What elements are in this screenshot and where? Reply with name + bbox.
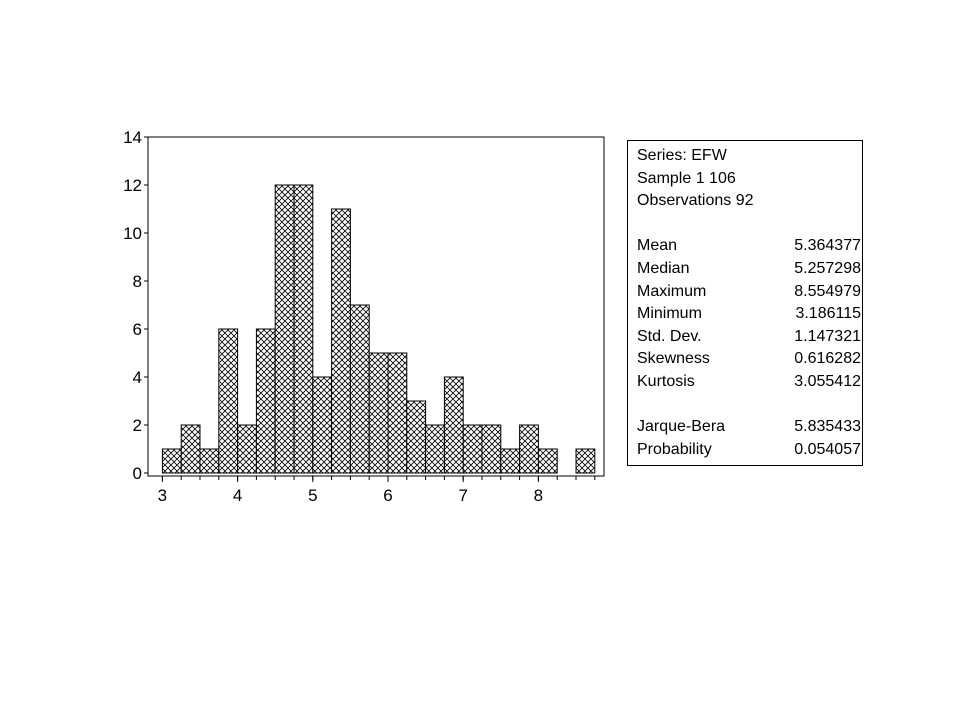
stat-label: Probability [637,440,712,458]
stat-value: 1.147321 [794,327,861,345]
histogram-bar [406,400,427,474]
y-tick-label: 8 [133,272,142,291]
stat-row: Maximum 8.554979 [637,281,862,304]
histogram-bar [481,424,502,474]
histogram-bar [293,184,314,474]
x-axis: 3 4 5 6 7 8 [158,476,596,505]
histogram-bar [349,304,370,474]
stat-row: Std. Dev. 1.147321 [637,326,862,349]
x-tick-label: 7 [458,486,467,505]
stat-label: Jarque-Bera [637,418,726,436]
stat-row: Median 5.257298 [637,258,862,281]
histogram-bar [274,184,295,474]
histogram-bar [237,424,257,474]
observation-count: Observations 92 [637,192,754,210]
x-tick-label: 4 [233,486,242,505]
stat-value: 5.257298 [794,259,861,277]
histogram-bar [331,208,351,474]
series-name: Series: EFW [637,147,727,164]
stat-row: Kurtosis 3.055412 [637,371,862,394]
y-tick-label: 4 [133,368,142,387]
descriptive-stats: Mean 5.364377 Median 5.257298 Maximum 8.55497… [637,235,862,393]
stat-row: Skewness 0.616282 [637,348,862,371]
y-axis: 0 2 4 6 8 10 12 14 [123,128,148,483]
x-tick-label: 8 [534,486,543,505]
stat-row: Minimum 3.186115 [637,303,862,326]
stat-value: 5.364377 [794,237,861,255]
stat-value: 3.055412 [794,372,861,390]
histogram-bars [161,184,596,474]
stat-row: Probability 0.054057 [637,439,862,462]
y-tick-label: 2 [133,416,142,435]
stat-value: 3.186115 [795,305,861,323]
stat-label: Kurtosis [637,372,695,390]
y-tick-label: 12 [123,176,142,195]
plot-frame [147,136,605,477]
stat-value: 0.616282 [794,350,861,368]
histogram-bar [462,424,483,474]
histogram-bar [425,424,445,474]
histogram-bar [537,448,558,474]
x-tick-label: 3 [158,486,167,505]
statistics-panel: Series: EFW Sample 1 106 Observations 92… [627,140,863,466]
stat-label: Std. Dev. [637,327,702,345]
x-tick-label: 6 [383,486,392,505]
stat-label: Maximum [637,282,707,300]
histogram-bar [387,352,408,474]
histogram-bar [575,448,596,474]
stat-label: Skewness [637,350,710,368]
y-tick-label: 6 [133,320,142,339]
stat-label: Median [637,259,690,277]
y-tick-label: 10 [123,224,142,243]
histogram-bar [180,424,201,474]
histogram-bar [368,352,389,474]
stat-label: Mean [637,237,678,255]
histogram-bar [199,448,220,474]
normality-test-stats: Jarque-Bera 5.835433 Probability 0.054057 [637,416,862,461]
histogram-bar [161,448,182,474]
histogram-bar [218,328,239,474]
histogram-bar [443,376,464,474]
y-tick-label: 14 [123,128,142,147]
histogram-bar [255,328,276,474]
sample-range: Sample 1 106 [637,169,736,187]
stat-value: 0.054057 [794,440,861,458]
histogram-bar [312,376,333,474]
histogram-bar [519,424,539,474]
stat-value: 8.554979 [794,282,861,300]
stat-label: Minimum [637,305,702,323]
histogram-bar [500,448,521,474]
stat-value: 5.835433 [794,418,861,436]
x-tick-label: 5 [308,486,317,505]
stat-row: Jarque-Bera 5.835433 [637,416,862,439]
y-tick-label: 0 [133,464,142,483]
stat-row: Mean 5.364377 [637,235,862,258]
